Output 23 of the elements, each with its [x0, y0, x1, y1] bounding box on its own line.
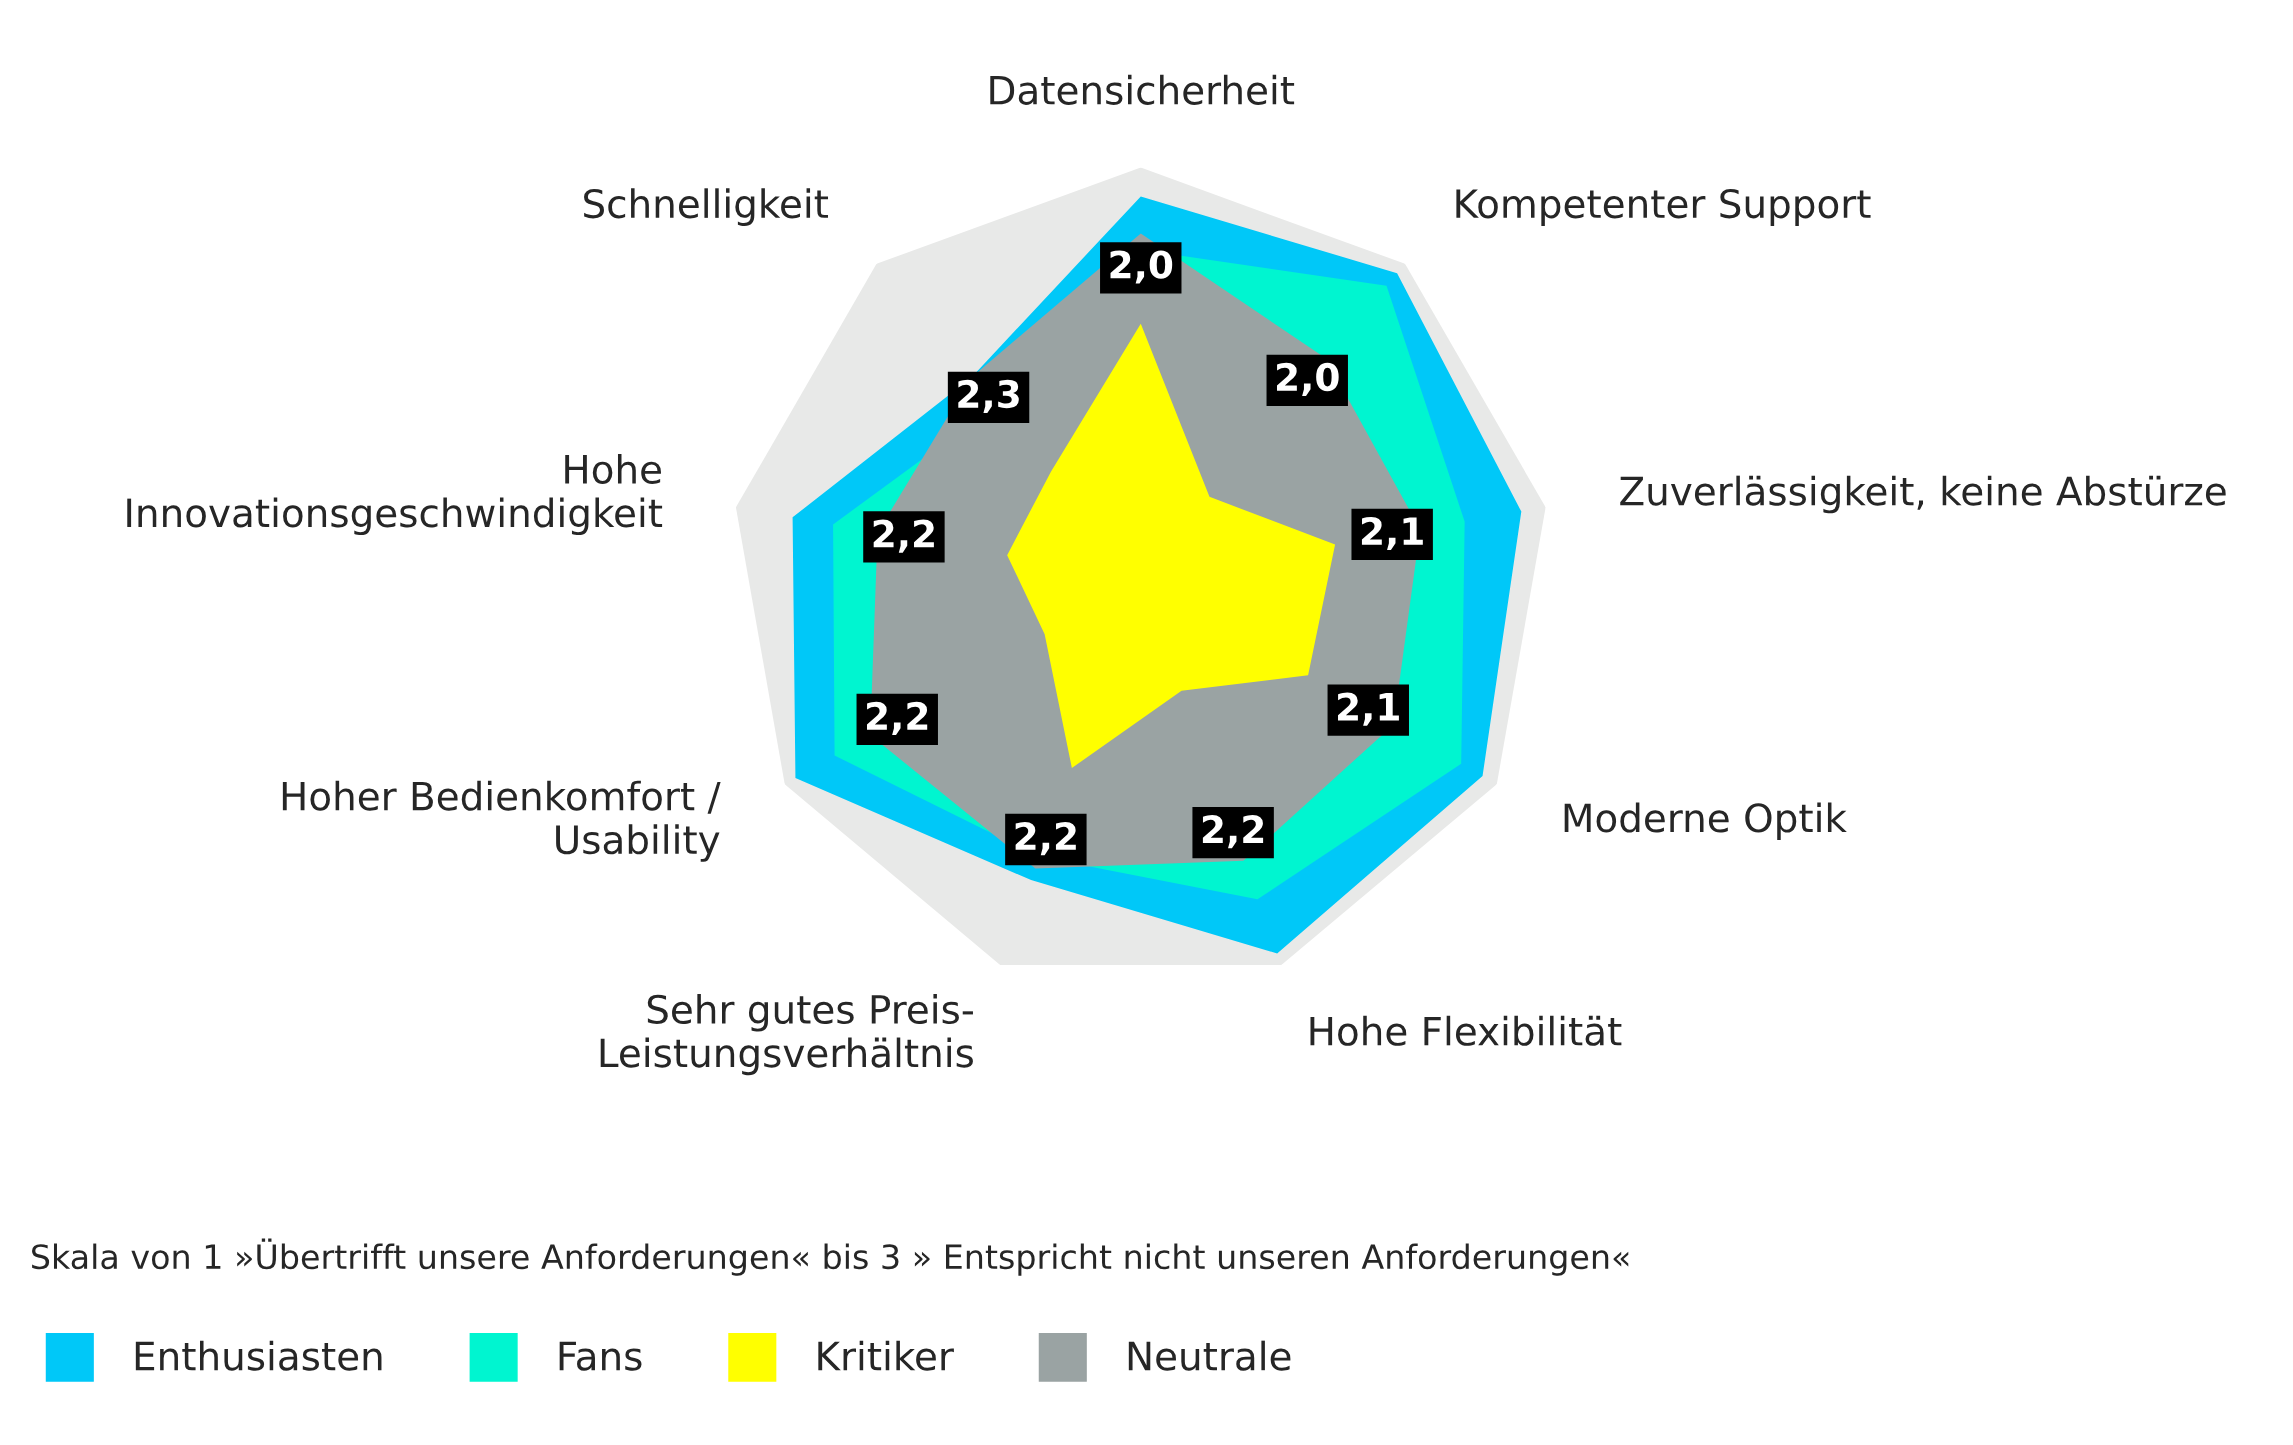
text: 2,2: [867, 701, 928, 735]
legend-label: Enthusiasten: [135, 1340, 382, 1371]
text: 2,2: [873, 519, 934, 553]
text: 2,1: [1338, 692, 1399, 726]
legend-label: Kritiker: [818, 1340, 954, 1371]
legend-label: Fans: [559, 1341, 642, 1371]
spoke-label: Datensicherheit: [990, 74, 1295, 105]
text: 2,3: [958, 379, 1019, 413]
spoke-label: Hohe Flexibilität: [1310, 1015, 1622, 1046]
legend-label: Neutrale: [1128, 1340, 1291, 1371]
spoke-label: Sehr gutes Preis- Leistungsverhältnis: [600, 993, 973, 1076]
spoke-label: Hohe Innovationsgeschwindigkeit: [127, 453, 663, 536]
text: Skala von 1 »Übertrifft unsere Anforderungen« bis 3 » Entspricht nicht unseren Anforderungen«: [32, 1238, 1629, 1276]
text: 2,0: [1277, 362, 1339, 396]
spoke-label: Kompetenter Support: [1456, 188, 1871, 226]
spoke-label: Zuverlässigkeit, keine Abstürze: [1620, 475, 2226, 514]
text: 2,2: [1015, 822, 1076, 856]
text: 2,0: [1110, 250, 1173, 284]
text: 2,1: [1361, 516, 1423, 551]
spoke-label: Schnelligkeit: [584, 188, 829, 226]
spoke-label: Moderne Optik: [1564, 802, 1847, 841]
spoke-label: Hoher Bedienkomfort / Usability: [282, 780, 721, 862]
text: 2,2: [1202, 815, 1264, 849]
